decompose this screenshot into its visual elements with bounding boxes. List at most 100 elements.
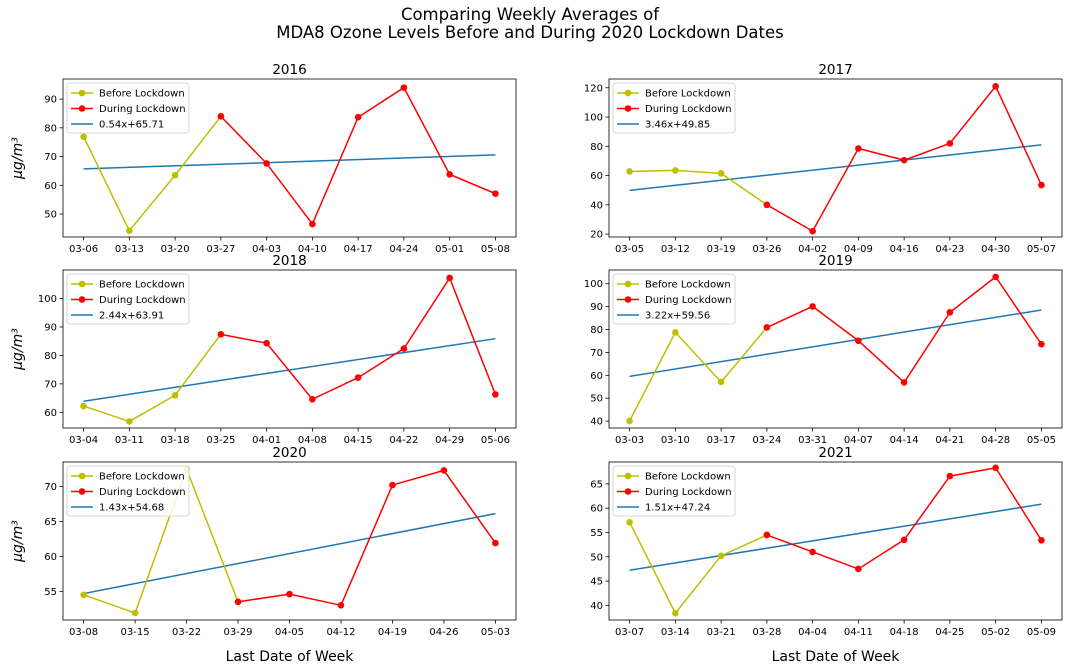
x-tick-label: 03-18 bbox=[161, 435, 190, 446]
x-axis-label: Last Date of Week bbox=[772, 649, 901, 665]
during-lockdown-line bbox=[237, 469, 497, 607]
y-tick-label: 50 bbox=[590, 394, 603, 405]
y-axis-label: μg/m³ bbox=[10, 520, 26, 563]
legend-trend-label: 1.43x+54.68 bbox=[99, 503, 164, 514]
y-tick-label: 40 bbox=[590, 601, 603, 612]
y-tick-label: 70 bbox=[44, 379, 57, 390]
x-tick-label: 03-07 bbox=[615, 627, 644, 638]
x-tick-label: 03-04 bbox=[69, 435, 98, 446]
x-tick-label: 04-25 bbox=[935, 627, 964, 638]
legend-during-marker bbox=[78, 105, 86, 112]
y-tick-label: 90 bbox=[44, 95, 57, 106]
during-lockdown-point bbox=[400, 345, 408, 352]
during-lockdown-point bbox=[763, 324, 771, 331]
subplot-title: 2021 bbox=[818, 445, 852, 461]
subplot-2016: 2016 03-06 03-13 03-20 03-27 04-03 04-10 04-17 0… bbox=[44, 62, 517, 255]
x-tick-label: 05-06 bbox=[481, 435, 510, 446]
during-lockdown-point bbox=[354, 374, 362, 381]
during-lockdown-point bbox=[1038, 536, 1045, 544]
y-tick-label: 55 bbox=[590, 528, 603, 539]
legend-frame bbox=[612, 82, 736, 134]
during-lockdown-point bbox=[900, 156, 908, 164]
legend-during-label: During Lockdown bbox=[99, 487, 186, 498]
during-lockdown-point bbox=[992, 273, 999, 281]
subplot-title: 2017 bbox=[818, 62, 852, 78]
during-lockdown-point bbox=[492, 190, 499, 197]
legend-during-marker bbox=[78, 296, 86, 303]
legend-trend-label: 3.46x+49.85 bbox=[645, 120, 710, 131]
during-lockdown-point bbox=[492, 539, 499, 547]
during-lockdown-point bbox=[1038, 181, 1045, 189]
legend-trend-label: 2.44x+63.91 bbox=[99, 311, 164, 322]
x-tick-label: 04-14 bbox=[890, 435, 919, 446]
x-tick-label: 03-17 bbox=[707, 435, 736, 446]
during-lockdown-point bbox=[446, 274, 453, 282]
y-tick-label: 70 bbox=[44, 152, 57, 163]
during-lockdown-point bbox=[946, 472, 954, 480]
x-tick-label: 03-24 bbox=[752, 435, 781, 446]
legend-during-label: During Lockdown bbox=[99, 295, 186, 306]
legend-before-marker bbox=[624, 89, 632, 97]
x-tick-label: 04-08 bbox=[298, 435, 327, 446]
x-tick-label: 05-03 bbox=[481, 627, 510, 638]
x-tick-label: 03-19 bbox=[707, 244, 736, 255]
x-tick-label: 04-02 bbox=[798, 244, 827, 255]
y-tick-label: 65 bbox=[44, 517, 57, 528]
before-lockdown-line bbox=[83, 466, 239, 614]
subplot-title: 2020 bbox=[272, 445, 306, 461]
x-tick-label: 04-12 bbox=[326, 627, 355, 638]
x-tick-label: 04-09 bbox=[844, 244, 873, 255]
x-tick-label: 04-30 bbox=[981, 244, 1010, 255]
during-lockdown-point bbox=[217, 113, 225, 120]
x-tick-label: 04-10 bbox=[298, 244, 327, 255]
y-tick-label: 40 bbox=[590, 200, 603, 211]
during-lockdown-point bbox=[446, 171, 453, 178]
during-lockdown-point bbox=[900, 379, 908, 386]
x-tick-label: 05-07 bbox=[1027, 244, 1056, 255]
during-lockdown-point bbox=[809, 227, 816, 235]
x-tick-label: 04-16 bbox=[890, 244, 919, 255]
y-tick-label: 20 bbox=[590, 230, 603, 241]
x-tick-label: 03-06 bbox=[69, 244, 98, 255]
during-lockdown-point bbox=[809, 548, 816, 556]
x-tick-label: 05-05 bbox=[1027, 435, 1056, 446]
trend-line bbox=[83, 337, 496, 402]
subplot-2018: 2018 03-04 03-11 03-18 03-25 04-01 04-08 04-15 0… bbox=[38, 253, 517, 446]
before-lockdown-point bbox=[626, 168, 633, 175]
during-lockdown-point bbox=[1038, 340, 1045, 348]
during-lockdown-point bbox=[440, 467, 448, 474]
y-tick-label: 80 bbox=[590, 325, 603, 336]
subplot-2021: 2021 03-07 03-14 03-21 03-28 04-04 04-11 04-18 0… bbox=[590, 445, 1063, 638]
legend-during-label: During Lockdown bbox=[645, 487, 732, 498]
subplot-title: 2016 bbox=[272, 62, 306, 78]
during-lockdown-point bbox=[389, 481, 396, 489]
before-lockdown-point bbox=[672, 609, 679, 617]
y-tick-label: 60 bbox=[44, 552, 57, 563]
during-lockdown-point bbox=[763, 201, 771, 209]
before-lockdown-point bbox=[171, 171, 179, 179]
before-lockdown-point bbox=[717, 552, 725, 560]
y-tick-label: 100 bbox=[584, 279, 603, 290]
x-tick-label: 04-22 bbox=[389, 435, 418, 446]
legend-during-marker bbox=[624, 105, 632, 112]
x-tick-label: 04-03 bbox=[252, 244, 281, 255]
legend-before-marker bbox=[78, 89, 86, 97]
legend-before-label: Before Lockdown bbox=[645, 472, 731, 483]
x-tick-label: 04-19 bbox=[378, 627, 407, 638]
y-tick-label: 90 bbox=[590, 302, 603, 313]
before-lockdown-point bbox=[717, 170, 725, 177]
y-tick-label: 100 bbox=[38, 294, 57, 305]
legend-during-marker bbox=[78, 488, 86, 495]
legend: Before Lockdown During Lockdown 2.44x+63.9… bbox=[66, 273, 190, 325]
during-lockdown-point bbox=[263, 160, 270, 167]
trend-line bbox=[83, 154, 496, 170]
legend-during-label: During Lockdown bbox=[645, 104, 732, 115]
during-lockdown-point bbox=[855, 145, 862, 152]
during-lockdown-point bbox=[946, 309, 954, 316]
legend: Before Lockdown During Lockdown 0.54x+65.7… bbox=[66, 82, 190, 134]
during-lockdown-point bbox=[354, 113, 362, 121]
before-lockdown-line bbox=[629, 169, 768, 206]
y-tick-label: 45 bbox=[590, 577, 603, 588]
legend-before-marker bbox=[78, 280, 86, 288]
